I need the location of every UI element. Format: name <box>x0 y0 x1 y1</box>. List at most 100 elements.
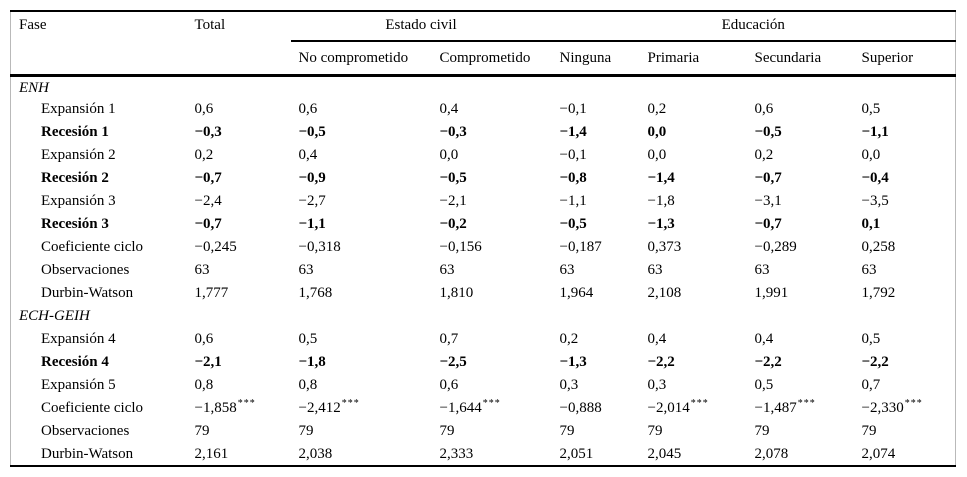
table-cell: 0,3 <box>559 377 579 393</box>
table-cell: 63 <box>861 262 877 278</box>
table-cell: −0,1 <box>559 101 587 117</box>
table-header: Fase Total Estado civil Educación No com… <box>10 10 956 77</box>
sub-header-row: No comprometido Comprometido Ninguna Pri… <box>11 41 956 77</box>
row-label: Durbin-Watson <box>10 443 187 467</box>
results-table-wrapper: Fase Total Estado civil Educación No com… <box>10 10 956 467</box>
table-cell: 1,964 <box>559 285 594 301</box>
table-row: Expansión 3 −2,4 −2,7 −2,1 −1,1 −1,8 −3,1 −3,5 <box>11 190 956 213</box>
significance-stars: *** <box>690 398 709 409</box>
table-cell: −1,1 <box>861 124 889 140</box>
table-cell: 0,6 <box>194 101 214 117</box>
table-cell: −3,5 <box>861 193 889 209</box>
table-cell: −2,2 <box>861 354 889 370</box>
table-cell: 63 <box>439 262 455 278</box>
table-cell: 0,4 <box>439 101 459 117</box>
table-cell: −0,245 <box>194 239 237 255</box>
table-cell: −0,7 <box>194 170 222 186</box>
table-cell: −1,3 <box>559 354 587 370</box>
column-header-comprometido: Comprometido <box>431 41 552 77</box>
table-cell: −0,5 <box>559 216 587 232</box>
column-header-ninguna: Ninguna <box>551 41 640 77</box>
table-cell: 63 <box>754 262 770 278</box>
group-header-row: Fase Total Estado civil Educación <box>10 10 956 77</box>
table-cell: 63 <box>559 262 575 278</box>
table-row: Coeficiente ciclo −1,858*** −2,412*** −1,64… <box>11 397 956 420</box>
table-cell: 2,038 <box>290 443 432 467</box>
table-cell: 0,0 <box>647 147 667 163</box>
table-cell: 2,051 <box>551 443 640 467</box>
row-label: Expansión 4 <box>41 331 116 347</box>
table-cell: 0,1 <box>861 216 881 232</box>
table-cell: −3,1 <box>754 193 782 209</box>
table-cell: 2,078 <box>746 443 854 467</box>
row-label: Coeficiente ciclo <box>41 239 144 255</box>
table-cell: −0,4 <box>861 170 889 186</box>
row-label: Observaciones <box>41 262 130 278</box>
table-cell: 0,7 <box>439 331 459 347</box>
table-row: Observaciones 63 63 63 63 63 63 63 <box>11 259 956 282</box>
table-cell: −0,7 <box>754 170 782 186</box>
row-label: Expansión 2 <box>41 147 116 163</box>
table-cell: −2,2 <box>754 354 782 370</box>
table-cell: 79 <box>298 423 314 439</box>
table-cell: 63 <box>194 262 210 278</box>
table-row: Expansión 1 0,6 0,6 0,4 −0,1 0,2 0,6 0,5 <box>11 98 956 121</box>
regression-results-table: Fase Total Estado civil Educación No com… <box>10 10 956 467</box>
row-label: Coeficiente ciclo <box>41 400 144 416</box>
section-row: ENH <box>11 75 956 98</box>
section-label: ENH <box>19 80 49 97</box>
table-cell: −2,5 <box>439 354 467 370</box>
column-header-primaria: Primaria <box>639 41 747 77</box>
table-cell: 0,8 <box>194 377 214 393</box>
row-label: Observaciones <box>41 423 130 439</box>
table-cell: 0,2 <box>647 101 667 117</box>
table-cell: 1,768 <box>298 285 333 301</box>
table-cell: 1,792 <box>861 285 896 301</box>
table-cell: 0,7 <box>861 377 881 393</box>
table-cell: 63 <box>298 262 314 278</box>
table-cell: −2,412*** <box>298 398 360 417</box>
row-label: Durbin-Watson <box>41 285 134 301</box>
table-cell: 0,8 <box>298 377 318 393</box>
table-cell: 2,074 <box>853 443 956 467</box>
table-cell: 0,6 <box>298 101 318 117</box>
table-cell: 0,5 <box>861 101 881 117</box>
table-cell: 2,045 <box>639 443 747 467</box>
table-cell: 79 <box>647 423 663 439</box>
table-cell: −0,5 <box>439 170 467 186</box>
group-header-educacion: Educación <box>551 10 956 42</box>
row-label: Expansión 3 <box>41 193 116 209</box>
table-cell: 0,5 <box>861 331 881 347</box>
table-cell: −1,8 <box>647 193 675 209</box>
table-cell: −0,2 <box>439 216 467 232</box>
row-label: Recesión 1 <box>41 124 109 140</box>
table-cell: −0,187 <box>559 239 602 255</box>
table-cell: −0,318 <box>298 239 341 255</box>
table-cell: 0,0 <box>647 124 667 140</box>
significance-stars: *** <box>341 398 360 409</box>
table-row: Expansión 5 0,8 0,8 0,6 0,3 0,3 0,5 0,7 <box>11 374 956 397</box>
table-cell: 2,161 <box>186 443 291 467</box>
table-cell: 0,3 <box>647 377 667 393</box>
table-cell: −0,3 <box>194 124 222 140</box>
table-cell: 1,777 <box>194 285 229 301</box>
table-row: Recesión 2 −0,7 −0,9 −0,5 −0,8 −1,4 −0,7 −0,4 <box>11 167 956 190</box>
row-label: Recesión 2 <box>41 170 109 186</box>
table-cell: 0,6 <box>754 101 774 117</box>
table-cell: 0,6 <box>439 377 459 393</box>
section-row: ECH-GEIH <box>11 305 956 328</box>
table-cell: 0,258 <box>861 239 896 255</box>
table-cell: −1,858*** <box>194 398 256 417</box>
row-label: Recesión 4 <box>41 354 109 370</box>
table-cell: 0,5 <box>298 331 318 347</box>
table-row: Recesión 3 −0,7 −1,1 −0,2 −0,5 −1,3 −0,7 0,1 <box>11 213 956 236</box>
table-cell: −0,5 <box>754 124 782 140</box>
table-cell: −2,2 <box>647 354 675 370</box>
column-header-no-comprometido: No comprometido <box>290 41 432 77</box>
table-row: Recesión 1 −0,3 −0,5 −0,3 −1,4 0,0 −0,5 −1,1 <box>11 121 956 144</box>
table-cell: −0,289 <box>754 239 797 255</box>
table-cell: −1,3 <box>647 216 675 232</box>
table-cell: 63 <box>647 262 663 278</box>
row-label: Expansión 1 <box>41 101 116 117</box>
table-cell: −0,3 <box>439 124 467 140</box>
